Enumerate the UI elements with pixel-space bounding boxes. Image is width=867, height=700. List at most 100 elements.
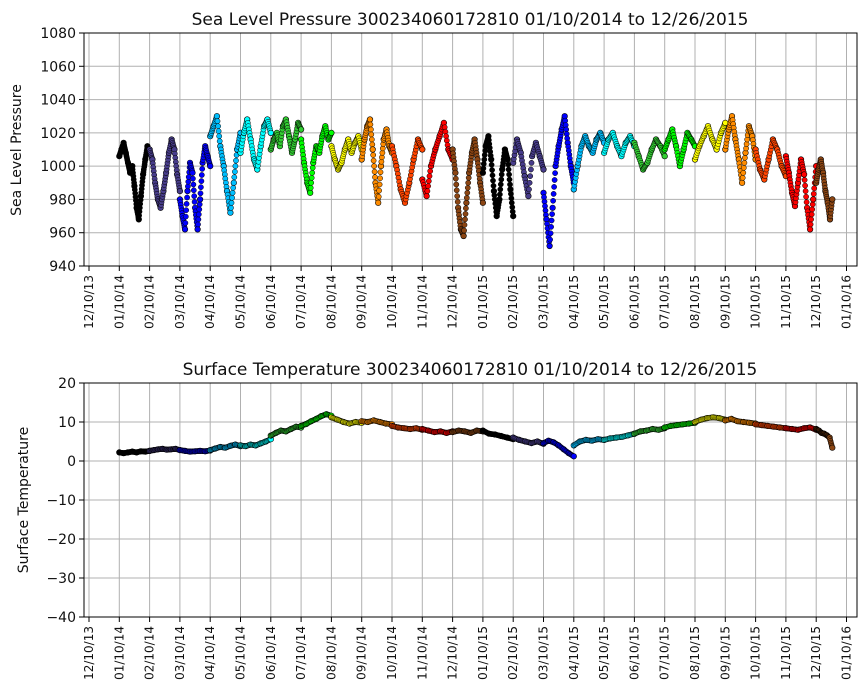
x-tick-label: 05/10/14 [234, 275, 248, 329]
x-tick-label: 06/10/15 [627, 275, 641, 329]
y-tick-label: 980 [49, 192, 76, 208]
grid [84, 382, 857, 618]
x-tick-label: 03/10/15 [537, 626, 551, 680]
data-point [497, 186, 504, 193]
data-point [215, 128, 222, 135]
x-tick-label: 08/10/15 [688, 626, 702, 680]
data-point [182, 220, 189, 226]
y-tick-labels: −40 −30 −20 −10 0 10 20 [46, 376, 84, 626]
x-tick-label: 11/10/15 [779, 626, 793, 680]
y-tick-label: 1060 [40, 59, 76, 75]
data-point [808, 216, 814, 223]
data-point [309, 164, 316, 171]
data-point [452, 175, 459, 182]
x-tick-label: 09/10/14 [355, 275, 369, 329]
data-point [546, 242, 553, 250]
data-point [740, 164, 747, 171]
data-point [548, 224, 554, 230]
data-point [372, 174, 378, 181]
data-point [549, 211, 555, 217]
data-point [198, 172, 205, 178]
data-point [810, 196, 817, 203]
data-point [464, 184, 471, 191]
data-point [808, 211, 815, 218]
data-point [307, 189, 314, 196]
surface-temperature-chart: Surface Temperature 300234060172810 01/1… [16, 360, 858, 680]
data-point [463, 194, 470, 201]
data-point [661, 153, 668, 160]
x-tick-label: 02/10/15 [506, 275, 520, 329]
data-point [197, 190, 204, 197]
data-point [196, 201, 203, 208]
data-point [196, 206, 203, 213]
data-point [425, 178, 432, 184]
data-point [551, 177, 558, 183]
data-point [488, 161, 495, 168]
data-point [377, 169, 384, 176]
x-tick-label: 09/10/14 [355, 626, 369, 680]
data-point [195, 211, 202, 218]
x-tick-label: 02/10/14 [143, 275, 157, 329]
data-point [195, 221, 201, 228]
data-point [423, 193, 430, 200]
data-point [465, 179, 472, 186]
data-point [527, 173, 534, 179]
data-point [540, 166, 547, 173]
data-point [197, 196, 204, 203]
x-tick-label: 06/10/14 [264, 275, 278, 329]
x-tick-label: 06/10/14 [264, 626, 278, 680]
y-tick-label: −40 [46, 610, 76, 626]
data-points [116, 411, 836, 460]
data-points [116, 113, 836, 250]
x-tick-label: 09/10/15 [718, 626, 732, 680]
y-axis-label: Sea Level Pressure [9, 84, 25, 216]
x-tick-label: 12/10/14 [446, 275, 460, 329]
data-point [375, 193, 382, 200]
data-point [549, 204, 556, 211]
data-point [427, 168, 434, 174]
data-point [309, 169, 316, 176]
data-point [328, 129, 335, 136]
data-point [829, 196, 836, 203]
y-tick-label: 960 [49, 226, 76, 242]
data-point [489, 167, 495, 173]
data-point [800, 171, 808, 178]
x-tick-label: 07/10/14 [294, 275, 308, 329]
data-point [504, 156, 511, 163]
data-point [811, 185, 818, 192]
x-tick-label: 01/10/14 [112, 626, 126, 680]
data-point [194, 226, 201, 233]
x-tick-label: 12/10/15 [809, 626, 823, 680]
x-tick-label: 05/10/15 [597, 275, 611, 329]
x-tick-label: 07/10/14 [294, 626, 308, 680]
data-point [370, 157, 377, 164]
x-tick-label: 07/10/15 [658, 275, 672, 329]
x-tick-label: 12/10/15 [809, 275, 823, 329]
data-point [742, 154, 748, 161]
data-point [419, 146, 426, 153]
sea-level-pressure-chart: Sea Level Pressure 300234060172810 01/10… [9, 10, 858, 329]
data-point [182, 213, 189, 220]
data-point [506, 176, 513, 183]
x-tick-label: 05/10/14 [234, 626, 248, 680]
data-point [199, 166, 206, 172]
data-point [424, 188, 431, 194]
data-point [526, 179, 533, 186]
data-point [550, 191, 557, 197]
data-point [463, 199, 470, 206]
data-point [191, 193, 198, 199]
y-tick-labels: 940 960 980 1000 1020 1040 1060 1080 [40, 26, 84, 275]
data-point [207, 163, 214, 170]
data-point [803, 193, 809, 200]
data-point [190, 187, 197, 194]
data-point [488, 156, 495, 163]
data-point [570, 453, 577, 460]
data-point [452, 169, 459, 176]
y-tick-label: 10 [58, 415, 76, 431]
x-tick-label: 01/10/14 [112, 275, 126, 329]
data-point [184, 194, 190, 201]
data-point [550, 197, 556, 204]
data-point [454, 199, 461, 205]
data-point [453, 187, 460, 194]
data-point [227, 209, 234, 216]
